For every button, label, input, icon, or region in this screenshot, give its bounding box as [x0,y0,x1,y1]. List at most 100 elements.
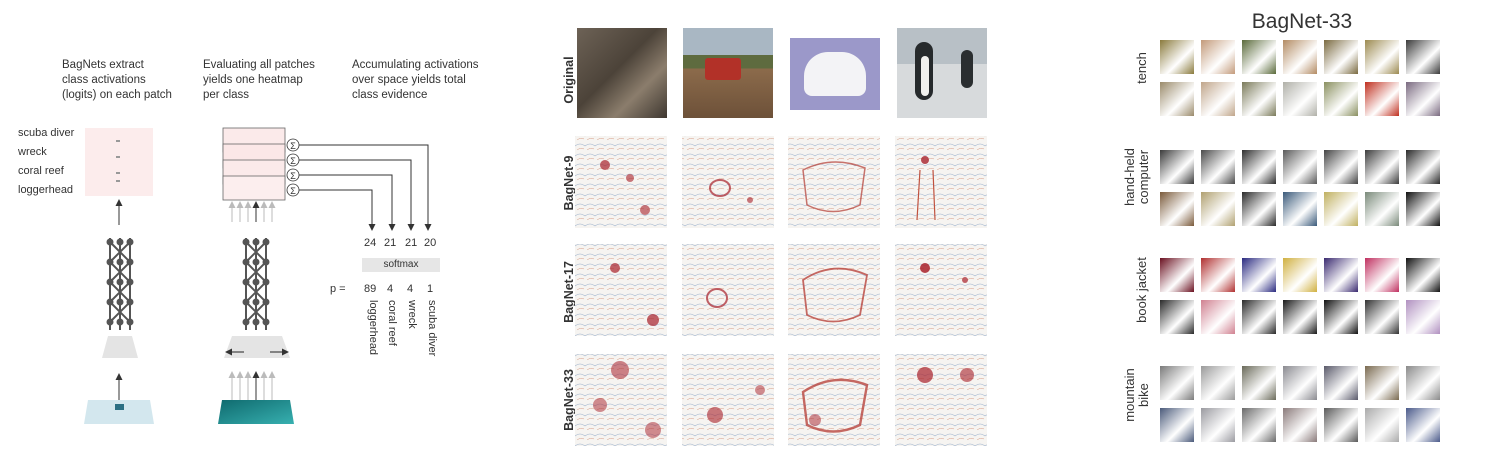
heatmap-grid [575,136,987,446]
patch-tile [1201,150,1235,184]
patch-tile [1324,82,1358,116]
patch-tile [1242,408,1276,442]
patch-tile [1160,192,1194,226]
patch-tile [1160,82,1194,116]
logit-value: 21 [384,237,397,249]
network-single [106,238,134,330]
sum-icon: Σ [290,171,296,181]
patch-logits [85,128,153,196]
patch-tile [1242,300,1276,334]
network-all-patches [242,238,270,330]
patch-tile [1242,258,1276,292]
softmax-label: softmax [383,259,419,270]
patch-tile [1201,300,1235,334]
row-label-bagnet33: BagNet-33 [562,369,576,431]
patch-tile [1406,82,1440,116]
patch-tile [1324,258,1358,292]
patch-tile [1160,258,1194,292]
prob-class-label: wreck [406,300,418,329]
class-label: scuba diver [18,127,75,139]
prob-class-label: coral reef [386,300,398,346]
patch-tile [1201,192,1235,226]
row-label-bagnet9: BagNet-9 [562,155,576,211]
input-image [218,400,294,424]
patch-tile [1365,408,1399,442]
patch-tile [1283,408,1317,442]
patch-tile [1365,366,1399,400]
patch-tile [1324,366,1358,400]
original-image [577,28,667,118]
patch-tile [1283,150,1317,184]
caption-extract: BagNets extract class activations (logit… [62,59,172,101]
sum-nodes [286,138,300,197]
prob-value: 89 [364,283,377,295]
patch-tile [1365,150,1399,184]
class-label: loggerhead [18,184,74,196]
patch-tile [1365,40,1399,74]
patch-tile [1283,192,1317,226]
patch-tile [1160,300,1194,334]
patch-tile [1242,40,1276,74]
patch-tile [1283,258,1317,292]
logit-value: 21 [405,237,418,249]
patch-tile [1406,192,1440,226]
patch-tile [1283,366,1317,400]
category-label-mountain-bike: mountain bike [1122,368,1151,422]
patch-tile [1242,366,1276,400]
patch-tile [1283,82,1317,116]
patch-tile [1406,40,1440,74]
prob-value: 1 [427,283,434,295]
original-image [683,28,773,118]
softmax-bar [362,258,440,272]
row-label-original: Original [562,56,576,104]
original-image [897,28,987,118]
category-label-computer: hand-held computer [1122,148,1151,206]
patch-tile [1406,258,1440,292]
sum-icon: Σ [290,141,296,151]
prob-class-label: scuba diver [426,300,438,357]
panel-c-title: BagNet-33 [1251,10,1353,33]
input-patch [84,400,154,424]
p-label: p = [330,283,346,295]
class-label: coral reef [18,165,64,177]
sum-icon: Σ [290,186,296,196]
patch-tile [1283,40,1317,74]
patch-tile [1324,408,1358,442]
caption-accumulate: Accumulating activations over space yiel… [352,59,479,101]
patch-tile [1406,408,1440,442]
patch-tile [1160,150,1194,184]
logit-value: 24 [364,237,377,249]
patch-tile [1324,300,1358,334]
sum-labels: Σ Σ Σ Σ [288,139,298,199]
logit-value: 20 [424,237,437,249]
patch-tile [1283,300,1317,334]
patch-tile [1160,40,1194,74]
class-label: wreck [18,146,47,158]
patch-tile [1242,82,1276,116]
class-list: scuba diver wreck coral reef loggerhead [18,124,74,200]
caption-evaluate: Evaluating all patches yields one heatma… [203,59,315,101]
patch-tile [1201,408,1235,442]
panel-a-diagram [84,127,440,424]
patch-tile [1365,192,1399,226]
patch-tile [1242,192,1276,226]
patch-tile [1160,408,1194,442]
patch-tile [1365,82,1399,116]
original-image [790,38,880,110]
sum-icon: Σ [290,156,296,166]
category-label-tench: tench [1134,52,1149,84]
patch-tile [1406,150,1440,184]
patch-tile [1160,366,1194,400]
patch-tile [1324,40,1358,74]
patch-tile [1201,40,1235,74]
patch-tile [1201,258,1235,292]
patch-tile [1242,150,1276,184]
patch-tile [1324,192,1358,226]
row-label-bagnet17: BagNet-17 [562,261,576,323]
patch-tile [1201,366,1235,400]
patch-tile [1201,82,1235,116]
heatmap-stack [222,127,286,201]
patch-tile [1406,366,1440,400]
patch-tile [1365,300,1399,334]
category-label-book-jacket: book jacket [1134,257,1149,323]
